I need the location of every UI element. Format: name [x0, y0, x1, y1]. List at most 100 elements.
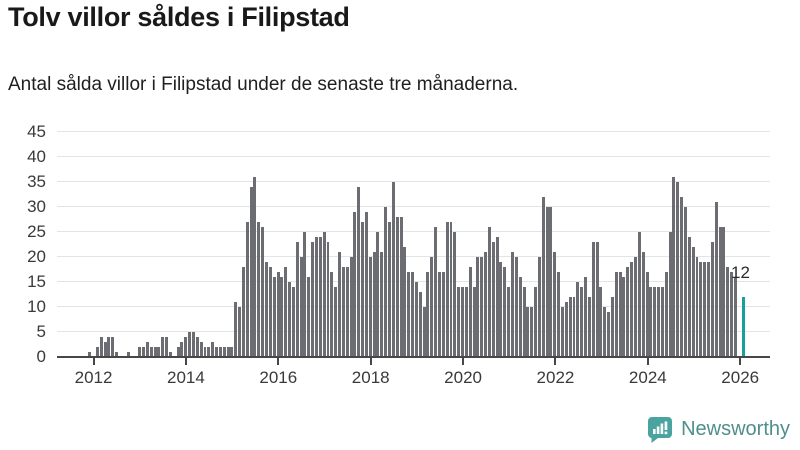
bar	[649, 287, 653, 357]
bar	[703, 262, 707, 357]
bar	[295, 242, 299, 357]
bar	[587, 297, 591, 357]
x-tick-mark	[92, 357, 95, 365]
bar	[414, 282, 418, 357]
bar	[165, 337, 169, 357]
bar	[687, 237, 691, 357]
bar	[491, 242, 495, 357]
x-tick-label: 2018	[351, 368, 390, 387]
bar	[384, 207, 388, 357]
x-tick-label: 2026	[721, 368, 760, 387]
bar	[95, 347, 99, 357]
bar	[503, 267, 507, 357]
bar	[476, 257, 480, 357]
bar	[726, 267, 730, 357]
bar	[545, 207, 549, 357]
bar	[710, 242, 714, 357]
bar	[168, 352, 172, 357]
bar	[591, 242, 595, 357]
plot-area	[57, 131, 770, 358]
bar	[430, 257, 434, 357]
y-tick-label: 25	[27, 222, 46, 241]
bar	[238, 307, 242, 357]
bar	[372, 252, 376, 357]
bar	[714, 202, 718, 357]
bar	[411, 272, 415, 357]
bar	[499, 262, 503, 357]
bar	[364, 212, 368, 357]
x-tick-label: 2016	[259, 368, 298, 387]
bar	[207, 347, 211, 357]
bar	[184, 337, 188, 357]
bar	[307, 277, 311, 357]
bar	[576, 282, 580, 357]
bar	[395, 217, 399, 357]
bar	[449, 222, 453, 357]
y-tick-label: 45	[27, 122, 46, 141]
bar	[268, 267, 272, 357]
y-tick-label: 5	[36, 322, 46, 341]
newsworthy-logo-icon	[645, 415, 674, 444]
bar	[607, 312, 611, 357]
bar	[249, 187, 253, 357]
bar	[568, 297, 572, 357]
bar	[572, 297, 576, 357]
bar	[426, 272, 430, 357]
bar	[630, 262, 634, 357]
bar	[257, 222, 261, 357]
bar	[472, 287, 476, 357]
bar	[645, 272, 649, 357]
bar	[672, 177, 676, 357]
bar	[191, 332, 195, 357]
bar	[637, 232, 641, 357]
bar	[280, 277, 284, 357]
y-tick-label: 35	[27, 172, 46, 191]
bar	[261, 227, 265, 357]
bar	[422, 307, 426, 357]
bar	[530, 307, 534, 357]
bars	[57, 132, 746, 357]
bar	[603, 307, 607, 357]
x-tick-mark	[184, 357, 187, 365]
bar	[276, 272, 280, 357]
bar	[461, 287, 464, 357]
newsworthy-brand[interactable]: Newsworthy	[645, 414, 790, 444]
gridline	[57, 131, 770, 132]
bar	[541, 197, 545, 357]
bar	[445, 222, 449, 357]
bar	[291, 287, 295, 357]
bar	[199, 342, 203, 357]
bar	[695, 257, 699, 357]
bar	[149, 347, 153, 357]
bar	[341, 267, 345, 357]
bar	[211, 342, 215, 357]
chart-subtitle: Antal sålda villor i Filipstad under de …	[8, 74, 519, 95]
bar	[610, 297, 614, 357]
gridline	[57, 156, 770, 157]
bar	[691, 247, 695, 357]
bar	[595, 242, 599, 357]
bar	[487, 227, 491, 357]
bar	[334, 287, 338, 357]
bar	[288, 282, 292, 357]
bar	[522, 287, 526, 357]
bar	[361, 222, 365, 357]
bar	[733, 277, 737, 357]
bar	[107, 337, 111, 357]
bar	[272, 277, 276, 357]
bar	[188, 332, 192, 357]
bar	[437, 272, 441, 357]
bar	[730, 272, 734, 357]
bar	[326, 242, 330, 357]
bar	[668, 232, 672, 357]
y-tick-label: 10	[27, 297, 46, 316]
bar	[241, 267, 245, 357]
bar	[345, 267, 349, 357]
x-tick-mark	[277, 357, 280, 365]
bar	[303, 232, 307, 357]
bar	[388, 222, 391, 357]
bar	[676, 182, 680, 357]
bar	[368, 257, 372, 357]
bar	[553, 252, 557, 357]
gridline	[57, 206, 770, 208]
